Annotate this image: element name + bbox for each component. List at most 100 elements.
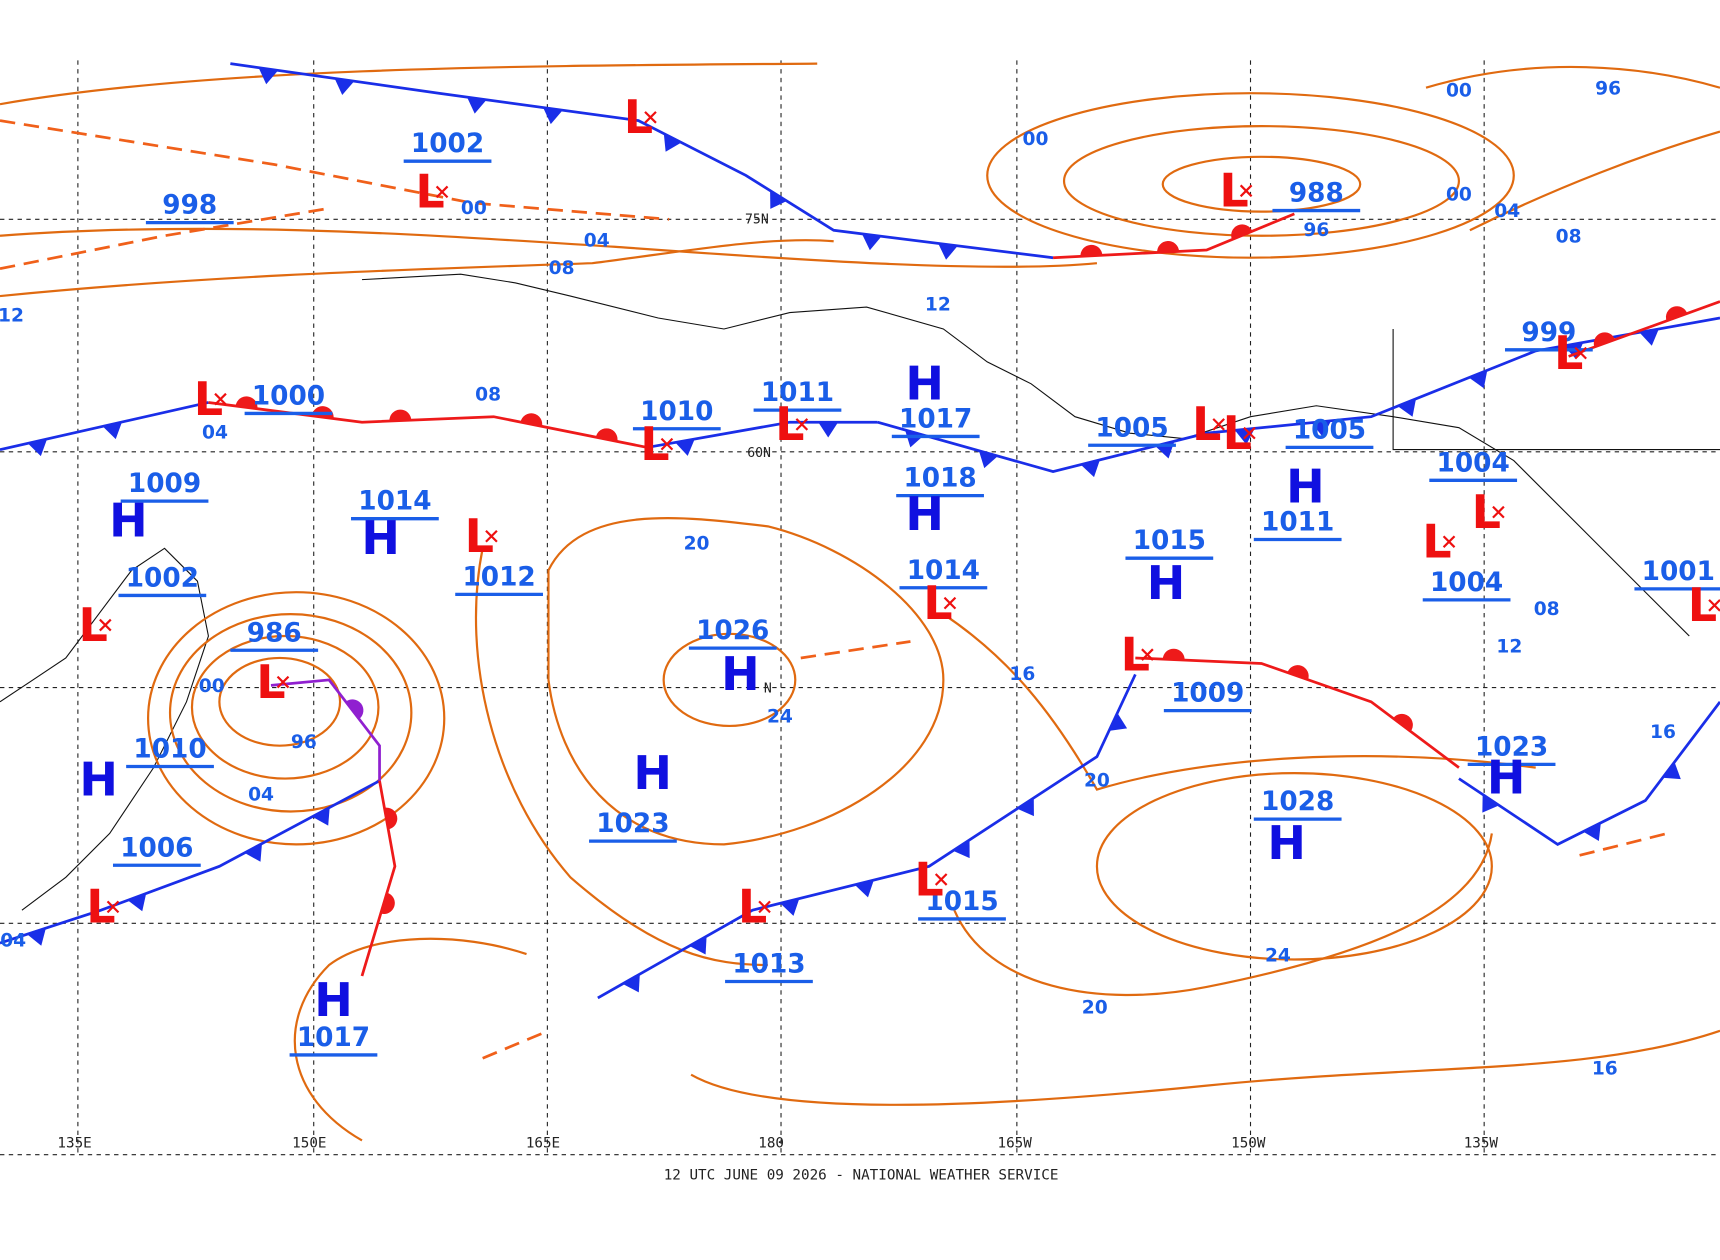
high-symbol: H xyxy=(314,973,353,1027)
front-barb xyxy=(622,974,640,993)
front xyxy=(1135,656,1460,769)
isobar xyxy=(168,613,413,813)
front-barb xyxy=(675,439,695,456)
front-barb xyxy=(854,880,874,898)
pressure-label: 999 xyxy=(1521,318,1576,348)
high-symbol: H xyxy=(79,752,118,806)
low-marker xyxy=(644,111,657,124)
high-symbol: H xyxy=(109,494,148,548)
low-marker xyxy=(943,596,957,610)
high-symbol: H xyxy=(361,511,400,565)
longitude-label: 180 xyxy=(758,1136,784,1152)
isobar xyxy=(1062,125,1461,237)
front-barb xyxy=(595,428,618,442)
low-marker xyxy=(1243,426,1256,440)
isobar xyxy=(0,239,834,298)
fronts xyxy=(0,62,1720,1000)
front-barb xyxy=(780,898,800,916)
isobar-label: 16 xyxy=(1650,722,1676,743)
longitude-label: 150W xyxy=(1231,1136,1266,1152)
isobar-label: 20 xyxy=(1082,997,1108,1018)
isobar-label: 24 xyxy=(1265,946,1291,967)
low-marker xyxy=(1141,648,1154,661)
isobar-label: 08 xyxy=(475,384,501,405)
trough xyxy=(0,207,330,271)
front-barb xyxy=(770,190,787,209)
front-barb xyxy=(389,409,412,422)
pressure-label: 1018 xyxy=(903,464,976,494)
front-barb xyxy=(1593,332,1616,348)
low-marker xyxy=(1239,184,1253,198)
isobar-label: 96 xyxy=(1303,220,1329,241)
low-marker xyxy=(660,437,674,451)
isobar-label: 16 xyxy=(1592,1059,1618,1080)
pressure-label: 1001 xyxy=(1642,557,1715,587)
trough xyxy=(1579,832,1668,857)
front-barb xyxy=(1468,370,1488,389)
isobars xyxy=(0,62,1720,1142)
low-symbol: L xyxy=(1192,397,1221,451)
isobar-label: 20 xyxy=(1084,770,1110,791)
low-symbol: L xyxy=(775,397,804,451)
front-barb xyxy=(689,936,707,955)
front xyxy=(360,780,397,977)
pressure-label: 1023 xyxy=(596,809,669,839)
longitude-label: 165W xyxy=(998,1136,1033,1152)
isobar xyxy=(942,613,1536,791)
isobar-label: 08 xyxy=(1556,226,1582,247)
pressure-label: 1009 xyxy=(128,469,201,499)
front-barb xyxy=(1017,797,1034,817)
isobar xyxy=(1095,772,1493,961)
low-marker xyxy=(435,185,449,199)
pressure-label: 1010 xyxy=(640,397,713,427)
isobar xyxy=(547,517,945,846)
front-barb xyxy=(1639,328,1659,346)
front-barb xyxy=(938,243,958,260)
footer: 12 UTC JUNE 09 2026 - NATIONAL WEATHER S… xyxy=(664,1168,1059,1184)
isobar-label: 08 xyxy=(549,258,575,279)
low-marker xyxy=(214,392,227,406)
pressure-label: 1011 xyxy=(761,378,834,408)
troughs xyxy=(0,119,1668,1060)
front-barb xyxy=(384,807,398,830)
low-symbol: L xyxy=(1223,406,1252,460)
isobar xyxy=(953,833,1493,997)
isobar-label: 00 xyxy=(1446,81,1472,102)
low-marker xyxy=(1708,599,1720,612)
latitude-label: 75N xyxy=(745,212,769,227)
front-barb xyxy=(543,107,563,125)
high-symbol: H xyxy=(1147,556,1186,610)
low-marker xyxy=(1212,418,1225,431)
low-marker xyxy=(795,418,809,431)
isobar xyxy=(190,634,380,780)
low-marker xyxy=(1574,346,1587,360)
low-symbol: L xyxy=(914,852,943,906)
pressure-label: 1013 xyxy=(732,950,805,980)
high-symbol: H xyxy=(1487,750,1526,804)
isobar-label: 04 xyxy=(0,930,26,951)
front-barb xyxy=(27,928,46,946)
pressure-label: 1015 xyxy=(925,887,998,917)
isobar-label: 00 xyxy=(199,676,225,697)
isobar xyxy=(146,591,446,846)
pressure-label: 1010 xyxy=(133,735,206,765)
front-barb xyxy=(1665,306,1688,321)
pressure-label: 1014 xyxy=(358,487,431,517)
coastline xyxy=(361,273,1690,637)
front-barb xyxy=(1482,794,1500,813)
low-symbol: L xyxy=(86,880,115,934)
isobar xyxy=(1161,155,1362,213)
longitude-label: 150E xyxy=(292,1136,326,1152)
front-barb xyxy=(258,67,279,85)
front-barb xyxy=(467,97,487,114)
pressure-label: 1028 xyxy=(1261,787,1334,817)
high-symbol: H xyxy=(1267,816,1306,870)
pressure-label: 1002 xyxy=(126,564,199,594)
front-barb xyxy=(978,450,998,469)
longitude-label: 135E xyxy=(57,1136,91,1152)
front-barb xyxy=(235,396,258,409)
low-symbol: L xyxy=(1219,164,1248,218)
low-symbol: L xyxy=(1554,326,1583,380)
low-symbol: L xyxy=(1688,578,1717,632)
